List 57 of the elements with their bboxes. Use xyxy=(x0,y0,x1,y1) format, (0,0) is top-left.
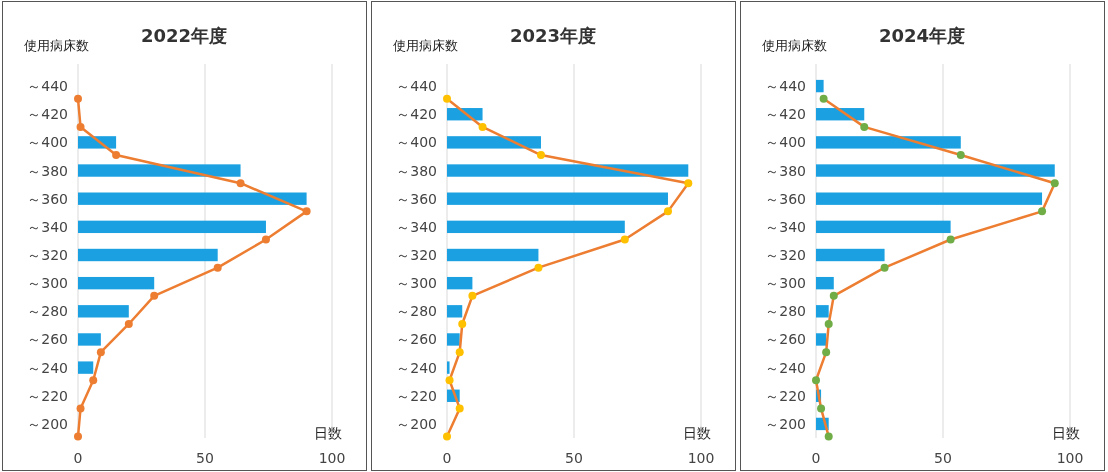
y-tick-label: ～320 xyxy=(27,247,68,263)
y-tick-label: ～200 xyxy=(27,415,68,432)
y-tick-label: ～280 xyxy=(765,303,806,320)
y-tick-label: ～400 xyxy=(765,134,806,151)
x-tick-label: 0 xyxy=(442,450,452,466)
y-tick-label: ～420 xyxy=(396,106,437,123)
y-tick-label: ～440 xyxy=(27,78,68,95)
y-tick-label: ～240 xyxy=(396,359,437,376)
y-tick-label: ～200 xyxy=(765,415,806,432)
y-tick-label: ～380 xyxy=(396,162,437,179)
y-axis-title: 使用病床数 xyxy=(762,38,827,53)
y-tick-label: ～380 xyxy=(765,162,806,179)
x-tick-label: 100 xyxy=(687,450,715,466)
y-tick-label: ～220 xyxy=(396,387,437,404)
y-tick-label: ～360 xyxy=(27,190,68,207)
y-tick-label: ～340 xyxy=(27,218,68,235)
y-tick-label: ～320 xyxy=(396,247,437,263)
y-tick-label: ～420 xyxy=(765,106,806,123)
chart-title: 2024年度 xyxy=(878,25,966,46)
y-tick-label: ～260 xyxy=(27,331,68,348)
y-tick-label: ～420 xyxy=(27,106,68,123)
y-tick-label: ～260 xyxy=(396,331,437,348)
x-axis-title: 日数 xyxy=(683,425,711,441)
x-tick-label: 0 xyxy=(811,450,821,466)
y-tick-label: ～440 xyxy=(396,78,437,95)
y-tick-label: ～340 xyxy=(765,218,806,235)
y-tick-label: ～200 xyxy=(396,415,437,432)
y-tick-label: ～260 xyxy=(765,331,806,348)
y-tick-label: ～300 xyxy=(27,275,68,292)
x-tick-label: 0 xyxy=(73,450,83,466)
y-tick-label: ～300 xyxy=(765,275,806,292)
y-tick-label: ～440 xyxy=(765,78,806,95)
y-tick-label: ～360 xyxy=(765,190,806,207)
y-tick-label: ～360 xyxy=(396,190,437,207)
y-tick-label: ～400 xyxy=(27,134,68,151)
chart-title: 2022年度 xyxy=(140,25,228,46)
x-tick-label: 100 xyxy=(318,450,346,466)
x-tick-label: 50 xyxy=(565,450,583,466)
y-tick-label: ～380 xyxy=(27,162,68,179)
y-tick-label: ～220 xyxy=(27,387,68,404)
x-tick-label: 50 xyxy=(196,450,214,466)
x-tick-label: 50 xyxy=(934,450,952,466)
y-tick-label: ～400 xyxy=(396,134,437,151)
y-tick-label: ～220 xyxy=(765,387,806,404)
y-tick-label: ～340 xyxy=(396,218,437,235)
y-axis-title: 使用病床数 xyxy=(393,38,458,53)
y-tick-label: ～320 xyxy=(765,247,806,263)
x-tick-label: 100 xyxy=(1056,450,1084,466)
y-tick-label: ～240 xyxy=(765,359,806,376)
y-tick-label: ～240 xyxy=(27,359,68,376)
y-tick-label: ～280 xyxy=(27,303,68,320)
x-axis-title: 日数 xyxy=(314,425,342,441)
x-axis-title: 日数 xyxy=(1052,425,1080,441)
y-tick-label: ～280 xyxy=(396,303,437,320)
y-axis-title: 使用病床数 xyxy=(24,38,89,53)
y-tick-label: ～300 xyxy=(396,275,437,292)
chart-title: 2023年度 xyxy=(509,25,597,46)
